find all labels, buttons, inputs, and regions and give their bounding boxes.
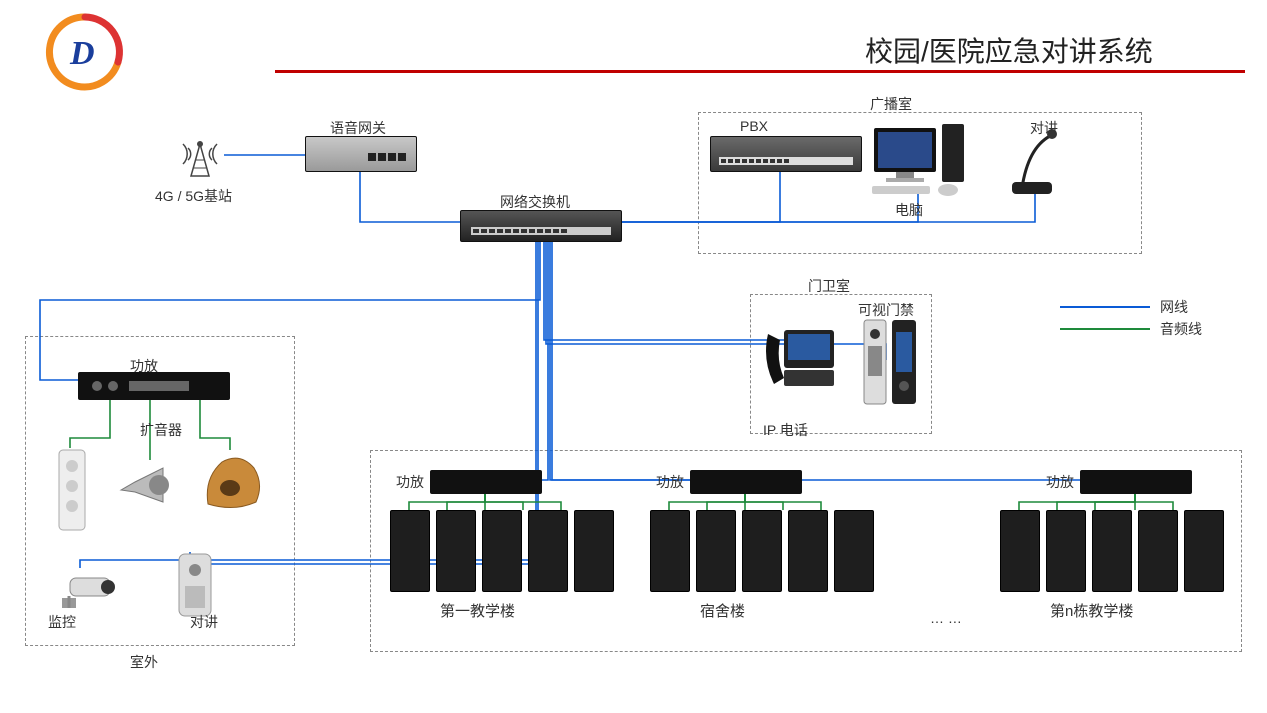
legend-net-label: 网线 [1160, 297, 1188, 317]
buildings-ellipsis: … … [930, 610, 962, 626]
amp-building-1 [690, 470, 802, 494]
desk-mic-label: 对讲 [1030, 118, 1058, 138]
amp-building-label-0: 功放 [396, 472, 424, 492]
ip-phone-icon [762, 320, 832, 390]
video-door-label: 可视门禁 [858, 300, 914, 320]
amp-building-label-2: 功放 [1046, 472, 1074, 492]
building-label-2: 第n栋教学楼 [1050, 600, 1133, 621]
building-label-0: 第一教学楼 [440, 600, 515, 621]
amp-outdoor [78, 372, 230, 400]
horn-speaker-icon [115, 460, 169, 504]
legend-audio-label: 音频线 [1160, 319, 1202, 339]
speaker [528, 510, 568, 592]
network-switch [460, 210, 622, 242]
speaker [574, 510, 614, 592]
amp-outdoor-label: 功放 [130, 356, 158, 376]
speaker [696, 510, 736, 592]
video-door-icon [862, 318, 910, 408]
pc-icon [872, 124, 962, 188]
speaker [1092, 510, 1132, 592]
legend-net-line [1060, 306, 1150, 308]
speaker [390, 510, 430, 592]
speaker [482, 510, 522, 592]
speaker [1138, 510, 1178, 592]
svg-text:D: D [69, 35, 95, 72]
voice-gateway [305, 136, 417, 172]
building-label-1: 宿舍楼 [700, 600, 745, 621]
amp-building-2 [1080, 470, 1192, 494]
network-switch-label: 网络交换机 [500, 192, 570, 212]
zone-outdoor-label: 室外 [130, 652, 158, 672]
speaker [436, 510, 476, 592]
page-title: 校园/医院应急对讲系统 [865, 30, 1153, 70]
speaker [742, 510, 782, 592]
pbx-label: PBX [740, 118, 768, 134]
title-underline [275, 70, 1245, 73]
amp-building-0 [430, 470, 542, 494]
basestation-icon [175, 130, 209, 174]
speaker [834, 510, 874, 592]
camera-label: 监控 [48, 612, 76, 632]
intercom-outdoor-label: 对讲 [190, 612, 218, 632]
pbx [710, 136, 862, 172]
speaker [1046, 510, 1086, 592]
voice-gateway-label: 语音网关 [330, 118, 386, 138]
diagram-root: { "canvas":{"w":1267,"h":713,"bg":"#ffff… [0, 0, 1267, 713]
legend-audio-line [1060, 328, 1150, 330]
camera-icon [60, 568, 120, 604]
speaker [1000, 510, 1040, 592]
basestation-label: 4G / 5G基站 [155, 186, 232, 206]
rock-speaker-icon [200, 450, 260, 510]
loudspeaker-label: 扩音器 [140, 420, 182, 440]
ip-phone-label: IP 电话 [763, 420, 808, 440]
speaker [788, 510, 828, 592]
column-speaker-icon [55, 448, 85, 530]
speaker [1184, 510, 1224, 592]
zone-broadcast-label: 广播室 [870, 94, 912, 114]
logo: D [40, 12, 130, 97]
pc-label: 电脑 [895, 200, 923, 220]
intercom-outdoor-icon [175, 552, 211, 616]
speaker [650, 510, 690, 592]
amp-building-label-1: 功放 [656, 472, 684, 492]
zone-guard-label: 门卫室 [808, 276, 850, 296]
